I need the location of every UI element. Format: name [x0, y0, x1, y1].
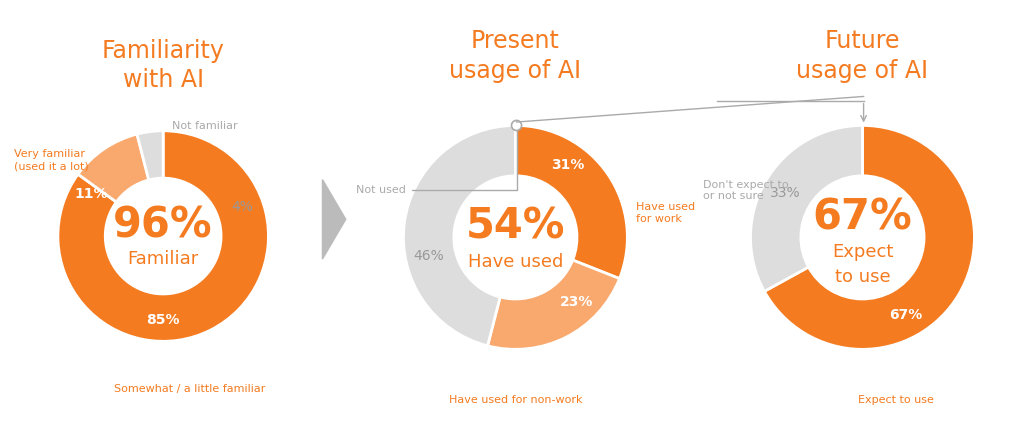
Text: 67%: 67% — [812, 196, 913, 238]
Wedge shape — [137, 131, 164, 180]
Text: Expect: Expect — [832, 243, 893, 261]
Text: Familiarity
with AI: Familiarity with AI — [102, 39, 225, 92]
Text: 96%: 96% — [113, 205, 213, 246]
Text: Future
usage of AI: Future usage of AI — [797, 29, 928, 83]
Text: Have used: Have used — [467, 253, 564, 271]
Text: 4%: 4% — [231, 200, 253, 215]
Wedge shape — [403, 126, 516, 346]
Wedge shape — [78, 134, 149, 202]
Wedge shape — [488, 260, 620, 349]
Text: Very familiar
(used it a lot): Very familiar (used it a lot) — [13, 150, 88, 171]
Text: 11%: 11% — [74, 187, 108, 201]
Text: Familiar: Familiar — [127, 250, 199, 268]
Text: Have used
for work: Have used for work — [636, 202, 695, 224]
Text: 54%: 54% — [465, 205, 566, 247]
Polygon shape — [322, 180, 346, 259]
Text: 33%: 33% — [770, 186, 801, 200]
Text: 46%: 46% — [413, 249, 443, 263]
Text: Have used for non-work: Have used for non-work — [449, 395, 582, 405]
Text: Not familiar: Not familiar — [172, 120, 237, 131]
Text: 85%: 85% — [146, 313, 180, 327]
Text: Not used: Not used — [356, 185, 406, 195]
Text: 67%: 67% — [889, 308, 922, 322]
Text: to use: to use — [835, 267, 890, 286]
Circle shape — [512, 120, 521, 130]
Text: 31%: 31% — [551, 158, 584, 172]
Wedge shape — [58, 131, 268, 341]
Wedge shape — [515, 126, 628, 279]
Wedge shape — [765, 126, 975, 349]
Text: Somewhat / a little familiar: Somewhat / a little familiar — [114, 384, 265, 394]
Text: 23%: 23% — [559, 295, 593, 310]
Wedge shape — [750, 126, 863, 292]
Text: Don't expect to
or not sure: Don't expect to or not sure — [703, 180, 789, 201]
Text: Expect to use: Expect to use — [858, 395, 934, 405]
Text: Present
usage of AI: Present usage of AI — [450, 29, 581, 83]
